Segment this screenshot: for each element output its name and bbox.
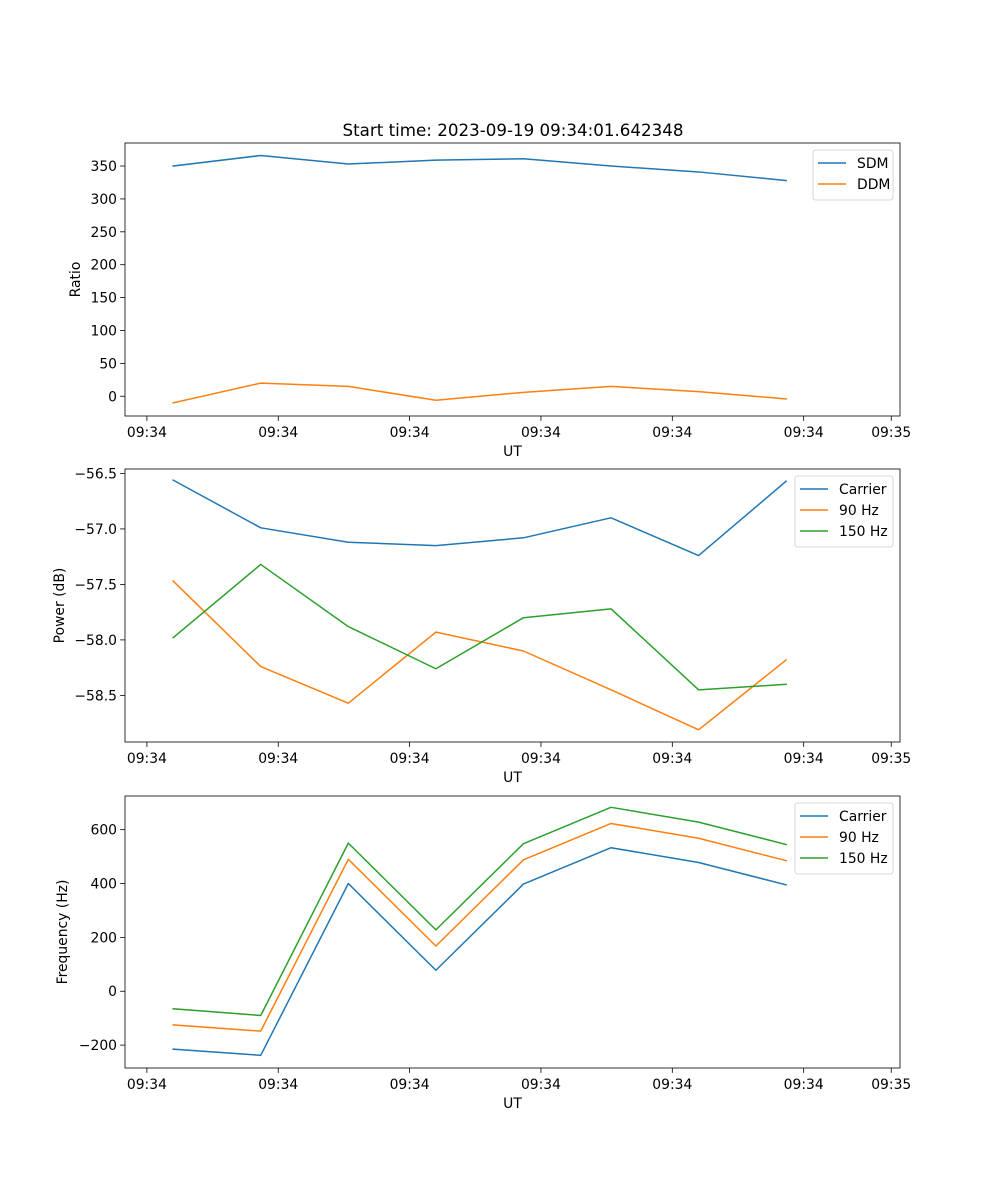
x-tick-label: 09:34 (652, 751, 692, 767)
series-line-90-hz (172, 580, 788, 731)
series-line-carrier (172, 479, 788, 557)
axes-frame (124, 795, 901, 1069)
chart-panel-2: 09:34 09:34 09:34 09:34 09:34 09:34 09:35 −58.5… (52, 466, 911, 786)
x-tick-label: 09:34 (258, 425, 298, 441)
legend: SDM DDM (812, 149, 894, 201)
legend: Carrier 90 Hz 150 Hz (794, 802, 894, 875)
series-line-150-hz (172, 563, 787, 691)
x-tick-label: 09:34 (652, 425, 692, 441)
x-axis-label: UT (503, 770, 522, 786)
legend-box (794, 802, 894, 875)
x-tick-label: 09:34 (258, 751, 298, 767)
y-tick-label: 250 (90, 225, 117, 241)
x-tick-label: 09:35 (871, 425, 911, 441)
series-line-150-hz (172, 806, 788, 1017)
y-tick-label: 300 (90, 192, 117, 208)
legend-label: DDM (857, 177, 890, 193)
y-tick-label: −57.5 (74, 577, 117, 593)
legend-label: 90 Hz (839, 503, 879, 519)
legend-label: 90 Hz (839, 830, 879, 846)
x-tick-label: 09:34 (258, 1077, 298, 1093)
y-tick-label: −58.0 (74, 633, 117, 649)
series-line-carrier (172, 846, 788, 1057)
x-tick-label: 09:34 (127, 751, 167, 767)
y-tick-label: 0 (108, 984, 117, 1000)
y-tick-label: −56.5 (74, 466, 117, 482)
x-tick-label: 09:34 (390, 1077, 430, 1093)
x-tick-label: 09:34 (521, 1077, 561, 1093)
x-tick-label: 09:34 (652, 1077, 692, 1093)
legend-label: Carrier (839, 482, 887, 498)
x-axis-label: UT (503, 444, 522, 460)
series-line-ddm (172, 382, 787, 404)
y-axis-label: Power (dB) (52, 568, 68, 644)
y-tick-label: 100 (90, 323, 117, 339)
legend-label: Carrier (839, 809, 887, 825)
y-axis-label: Ratio (68, 262, 84, 298)
figure-title: Start time: 2023-09-19 09:34:01.642348 (343, 120, 684, 140)
x-tick-label: 09:34 (127, 425, 167, 441)
legend-label: 150 Hz (839, 524, 888, 540)
x-tick-label: 09:34 (390, 425, 430, 441)
y-tick-label: 150 (90, 291, 117, 307)
x-tick-label: 09:34 (784, 425, 824, 441)
y-tick-label: 200 (90, 930, 117, 946)
x-tick-label: 09:34 (784, 1077, 824, 1093)
legend-box (794, 475, 894, 548)
y-tick-label: −58.5 (74, 688, 117, 704)
y-tick-label: 350 (90, 159, 117, 175)
x-tick-label: 09:34 (390, 751, 430, 767)
y-tick-label: 0 (108, 389, 117, 405)
chart-panel-3: 09:34 09:34 09:34 09:34 09:34 09:34 09:35 −200 0… (55, 795, 911, 1112)
x-tick-label: 09:34 (784, 751, 824, 767)
y-tick-label: −200 (79, 1038, 117, 1054)
chart-panel-1: 09:34 09:34 09:34 09:34 09:34 09:34 09:35 0 50 10… (68, 142, 911, 460)
y-tick-label: 600 (90, 823, 117, 839)
legend: Carrier 90 Hz 150 Hz (794, 475, 894, 548)
x-axis-label: UT (503, 1096, 522, 1112)
axes-frame (124, 142, 901, 417)
y-tick-label: 400 (90, 877, 117, 893)
x-tick-label: 09:34 (127, 1077, 167, 1093)
y-tick-label: −57.0 (74, 522, 117, 538)
x-tick-label: 09:34 (521, 751, 561, 767)
legend-label: 150 Hz (839, 851, 888, 867)
y-axis-label: Frequency (Hz) (55, 880, 71, 985)
series-line-sdm (172, 154, 787, 182)
chart-layer: 09:34 09:34 09:34 09:34 09:34 09:34 09:35 0 50 10… (52, 142, 911, 1112)
x-tick-label: 09:35 (871, 751, 911, 767)
y-tick-label: 50 (99, 356, 117, 372)
axes-frame (124, 468, 901, 743)
x-tick-label: 09:34 (521, 425, 561, 441)
x-tick-label: 09:35 (871, 1077, 911, 1093)
legend-label: SDM (857, 156, 889, 172)
y-tick-label: 200 (90, 258, 117, 274)
series-line-90-hz (172, 822, 788, 1032)
